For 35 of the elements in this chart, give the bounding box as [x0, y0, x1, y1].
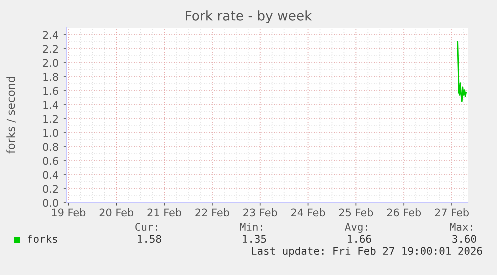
text: Cur:: [136, 223, 158, 232]
text: 3.60: [452, 235, 476, 244]
text: Max:: [450, 223, 472, 232]
chart-title: Fork rate - by week: [186, 10, 312, 24]
y-tick-label: 2.4: [43, 31, 58, 39]
legend-label: forks: [28, 234, 58, 244]
y-tick-label: 2.2: [43, 45, 58, 53]
text: Last update: Fri Feb 27 19:00:01 2026: [252, 246, 482, 258]
x-tick-label: 22 Feb: [196, 208, 230, 217]
x-tick-label: 24 Feb: [292, 208, 326, 217]
x-tick-label: 23 Feb: [244, 208, 278, 217]
y-tick-label: 0.0: [43, 199, 58, 208]
x-tick-label: 26 Feb: [387, 208, 422, 217]
text: 1.35: [243, 235, 266, 244]
text: Min:: [240, 222, 262, 231]
y-tick-label: 0.2: [43, 185, 58, 194]
y-tick-label: 1.8: [44, 73, 58, 82]
x-tick-label: 21 Feb: [148, 208, 182, 217]
text: Avg:: [345, 223, 368, 234]
y-axis-title: forks / second: [6, 77, 16, 154]
x-tick-label: 25 Feb: [339, 208, 374, 217]
y-tick-label: 1.6: [44, 87, 58, 96]
x-tick-label: 19 Feb: [52, 208, 86, 217]
line-series: [457, 41, 467, 102]
x-tick-label: 27 Feb: [435, 208, 469, 217]
y-tick-label: 1.2: [44, 115, 58, 123]
y-tick-label: 0.8: [43, 143, 58, 152]
y-tick-label: 1.0: [44, 129, 58, 138]
y-tick-label: 2.0: [43, 59, 58, 68]
x-tick-label: 20 Feb: [100, 208, 134, 217]
y-tick-label: 0.4: [43, 171, 58, 180]
text: 1.58: [138, 235, 162, 244]
y-tick-label: 1.4: [44, 101, 58, 109]
y-tick-label: 0.6: [43, 157, 58, 166]
text: 1.66: [348, 235, 372, 244]
